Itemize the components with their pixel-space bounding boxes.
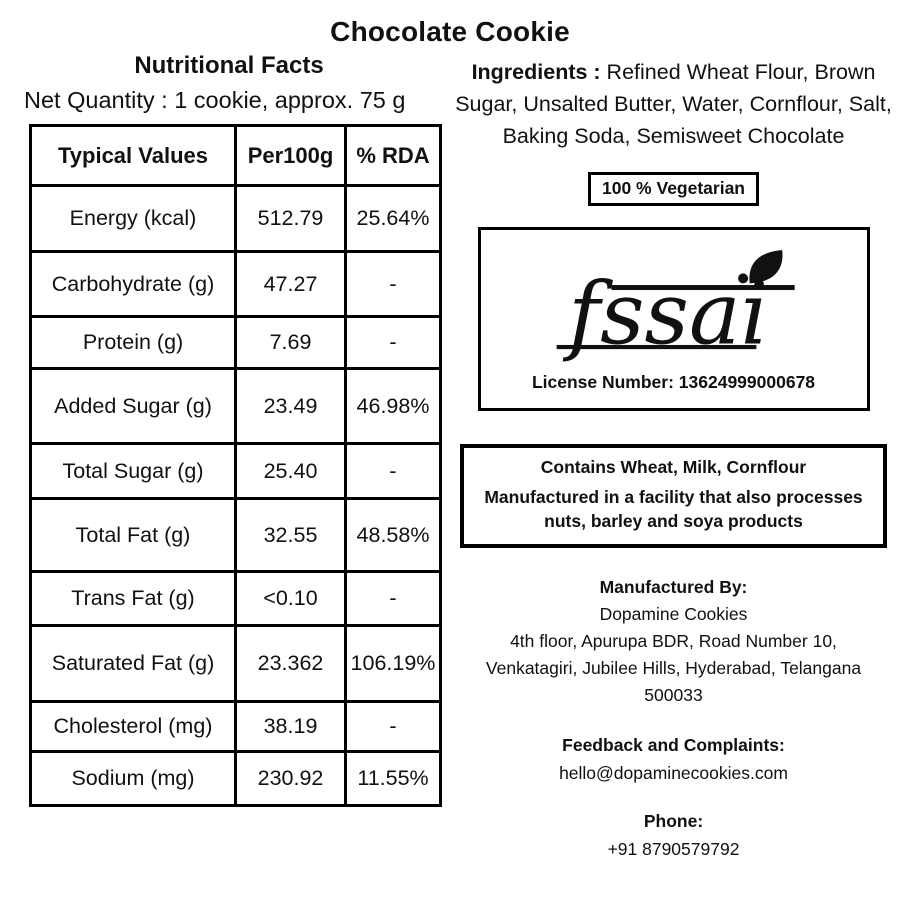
row-per100g: 512.79 — [234, 184, 347, 253]
ingredients-list: Refined Wheat Flour, Brown Sugar, Unsalt… — [455, 60, 892, 148]
row-rda: 11.55% — [344, 750, 442, 807]
row-per100g: <0.10 — [234, 570, 347, 627]
manufacturer-address-line3: 500033 — [644, 685, 703, 705]
row-rda: - — [344, 700, 442, 753]
col-header-rda: % RDA — [344, 124, 442, 187]
info-panel: Ingredients : Refined Wheat Flour, Brown… — [452, 56, 895, 863]
row-rda: 48.58% — [344, 497, 442, 573]
table-row: Total Sugar (g) 25.40 - — [29, 442, 442, 500]
row-label: Trans Fat (g) — [29, 570, 237, 627]
feedback-block: Feedback and Complaints: hello@dopaminec… — [452, 731, 895, 787]
table-row: Protein (g) 7.69 - — [29, 315, 442, 370]
table-row: Carbohydrate (g) 47.27 - — [29, 250, 442, 318]
col-header-per100g: Per100g — [234, 124, 347, 187]
row-rda: - — [344, 570, 442, 627]
row-rda: 25.64% — [344, 184, 442, 253]
ingredients-text: Ingredients : Refined Wheat Flour, Brown… — [452, 56, 895, 152]
table-row: Total Fat (g) 32.55 48.58% — [29, 497, 442, 573]
page-title: Chocolate Cookie — [330, 16, 570, 47]
row-label: Total Sugar (g) — [29, 442, 237, 500]
row-per100g: 38.19 — [234, 700, 347, 753]
manufacturer-address-line2: Venkatagiri, Jubilee Hills, Hyderabad, T… — [485, 658, 862, 678]
row-per100g: 23.362 — [234, 624, 347, 703]
vegetarian-badge: 100 % Vegetarian — [588, 172, 759, 206]
table-row: Added Sugar (g) 23.49 46.98% — [29, 367, 442, 445]
allergen-contains: Contains Wheat, Milk, Cornflour — [540, 457, 807, 477]
nutritional-facts-heading: Nutritional Facts — [134, 52, 324, 79]
row-label: Carbohydrate (g) — [29, 250, 237, 318]
row-label: Total Fat (g) — [29, 497, 237, 573]
table-row: Energy (kcal) 512.79 25.64% — [29, 184, 442, 253]
table-row: Cholesterol (mg) 38.19 - — [29, 700, 442, 753]
row-per100g: 32.55 — [234, 497, 347, 573]
leaf-icon — [748, 249, 783, 283]
table-row: Saturated Fat (g) 23.362 106.19% — [29, 624, 442, 703]
nutrition-panel: Nutritional Facts Net Quantity : 1 cooki… — [24, 52, 444, 807]
net-quantity: Net Quantity : 1 cookie, approx. 75 g — [24, 87, 406, 113]
row-per100g: 7.69 — [234, 315, 347, 370]
row-per100g: 23.49 — [234, 367, 347, 445]
row-label: Cholesterol (mg) — [29, 700, 237, 753]
ingredients-label: Ingredients : — [471, 60, 607, 84]
row-label: Sodium (mg) — [29, 750, 237, 807]
fssai-logo-text: fssai — [562, 264, 768, 364]
row-label: Protein (g) — [29, 315, 237, 370]
fssai-box: fssai License Number: 13624999000678 — [477, 227, 870, 411]
row-rda: 46.98% — [344, 367, 442, 445]
col-header-typical-values: Typical Values — [29, 124, 237, 187]
row-per100g: 47.27 — [234, 250, 347, 318]
table-header-row: Typical Values Per100g % RDA — [29, 124, 442, 187]
row-rda: - — [344, 250, 442, 318]
row-per100g: 230.92 — [234, 750, 347, 807]
phone-heading: Phone: — [643, 811, 704, 831]
allergen-facility-note: Manufactured in a facility that also pro… — [484, 487, 863, 531]
row-rda: 106.19% — [344, 624, 442, 703]
row-rda: - — [344, 442, 442, 500]
row-label: Energy (kcal) — [29, 184, 237, 253]
feedback-heading: Feedback and Complaints: — [562, 735, 785, 755]
manufacturer-address-line1: 4th floor, Apurupa BDR, Road Number 10, — [510, 631, 837, 651]
phone-block: Phone: +91 8790579792 — [452, 807, 895, 863]
row-label: Added Sugar (g) — [29, 367, 237, 445]
manufacturer-name: Dopamine Cookies — [599, 604, 748, 624]
nutrition-table: Typical Values Per100g % RDA Energy (kca… — [29, 124, 442, 807]
table-row: Trans Fat (g) <0.10 - — [29, 570, 442, 627]
manufactured-by-heading: Manufactured By: — [599, 577, 748, 597]
phone-number: +91 8790579792 — [607, 839, 740, 859]
fssai-logo-icon: fssai — [556, 249, 795, 364]
row-rda: - — [344, 315, 442, 370]
row-label: Saturated Fat (g) — [29, 624, 237, 703]
manufacturer-block: Manufactured By: Dopamine Cookies 4th fl… — [452, 574, 895, 709]
table-row: Sodium (mg) 230.92 11.55% — [29, 750, 442, 807]
allergen-box: Contains Wheat, Milk, Cornflour Manufact… — [460, 444, 887, 548]
fssai-license-number: License Number: 13624999000678 — [531, 371, 816, 392]
feedback-email: hello@dopaminecookies.com — [559, 763, 788, 783]
row-per100g: 25.40 — [234, 442, 347, 500]
